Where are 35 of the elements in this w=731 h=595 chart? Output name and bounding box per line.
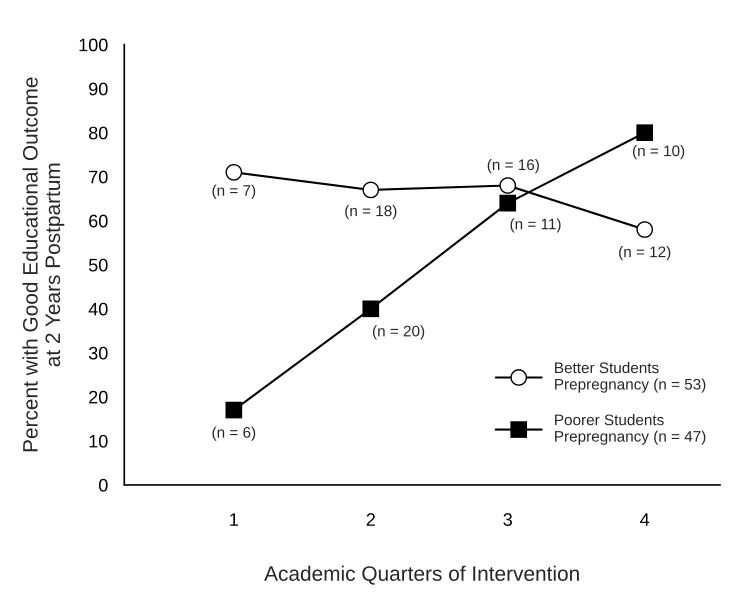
- x-tick-label: 2: [366, 513, 375, 526]
- annotation: (n = 11): [510, 218, 561, 232]
- annotation: (n = 7): [212, 184, 256, 199]
- point: [636, 221, 654, 238]
- y-tick-label: 50: [88, 258, 108, 272]
- annotation: (n = 18): [345, 205, 396, 220]
- legend-label: Poorer Students Prepregnancy (n = 47): [555, 414, 706, 445]
- point: [226, 164, 242, 181]
- y-tick-label: 90: [89, 82, 108, 96]
- annotation: (n = 16): [488, 158, 539, 174]
- point: [499, 194, 516, 212]
- y-tick-label: 70: [89, 170, 108, 184]
- y-tick-label: 30: [88, 346, 108, 360]
- annotation: (n = 10): [633, 145, 684, 160]
- x-tick-label: 4: [640, 513, 650, 526]
- annotation: (n = 12): [619, 246, 670, 260]
- legend-label: Better Students Prepregnancy (n = 53): [555, 362, 706, 393]
- x-tick-label: 1: [230, 513, 238, 526]
- point: [362, 300, 380, 318]
- point: [499, 177, 516, 194]
- y-tick-label: 80: [89, 126, 108, 140]
- y-tick-label: 100: [80, 38, 108, 52]
- y-tick-label: 20: [89, 390, 108, 404]
- x-tick-label: 3: [503, 513, 512, 526]
- y-axis-title: Percent with Good Educational Outcome at 2 Years Postpartum: [22, 78, 64, 452]
- point: [362, 182, 380, 198]
- x-axis-title: Academic Quarters of Intervention: [264, 566, 579, 585]
- y-tick-label: 0: [98, 478, 108, 492]
- y-tick-label: 60: [89, 214, 108, 228]
- annotation: (n = 6): [212, 426, 256, 441]
- y-tick-label: 40: [88, 302, 108, 316]
- y-tick-label: 10: [90, 434, 108, 448]
- point: [226, 402, 242, 418]
- point: [636, 124, 654, 142]
- annotation: (n = 20): [372, 325, 424, 340]
